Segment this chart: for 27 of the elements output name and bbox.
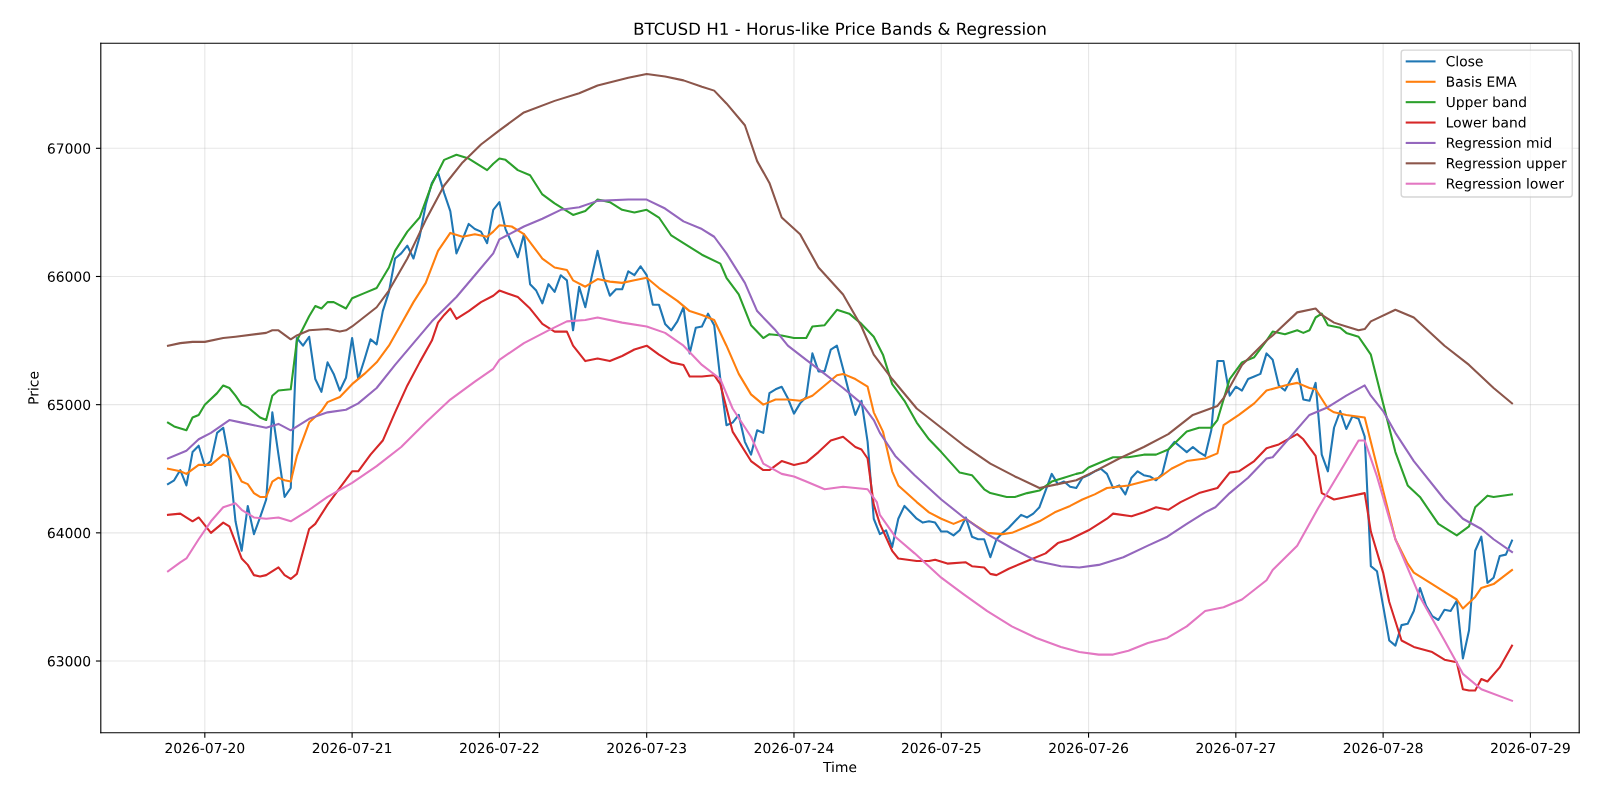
legend-label: Close: [1446, 55, 1483, 67]
x-tick-label: 2026-07-28: [1343, 742, 1423, 754]
legend-label: Upper band: [1446, 96, 1526, 110]
line-series: [166, 224, 1514, 610]
x-axis-title: Time: [822, 761, 857, 773]
y-tick-label: 63000: [47, 655, 91, 667]
legend-label: Basis EMA: [1446, 76, 1517, 87]
y-tick-label: 66000: [47, 271, 91, 282]
x-tick-label: 2026-07-21: [312, 742, 392, 754]
y-axis-title: Price: [27, 371, 39, 404]
x-tick-label: 2026-07-23: [607, 742, 686, 754]
y-tick-label: 67000: [47, 143, 91, 154]
legend-label: Regression lower: [1446, 178, 1564, 192]
x-tick-label: 2026-07-25: [901, 742, 981, 754]
y-tick-label: 65000: [47, 399, 91, 411]
x-tick-label: 2026-07-29: [1491, 742, 1570, 754]
y-tick-label: 64000: [47, 527, 91, 539]
x-tick-label: 2026-07-27: [1196, 742, 1276, 754]
x-tick-label: 2026-07-22: [460, 742, 539, 754]
legend-label: Regression mid: [1446, 137, 1551, 151]
x-tick-label: 2026-07-24: [754, 742, 834, 754]
line-series: [166, 198, 1514, 569]
x-tick-label: 2026-07-20: [165, 742, 245, 754]
legend-label: Regression upper: [1446, 157, 1567, 172]
legend-label: Lower band: [1446, 116, 1526, 128]
x-tick-label: 2026-07-26: [1049, 742, 1129, 754]
chart-title: BTCUSD H1 - Horus-like Price Bands & Regression: [634, 22, 1046, 39]
